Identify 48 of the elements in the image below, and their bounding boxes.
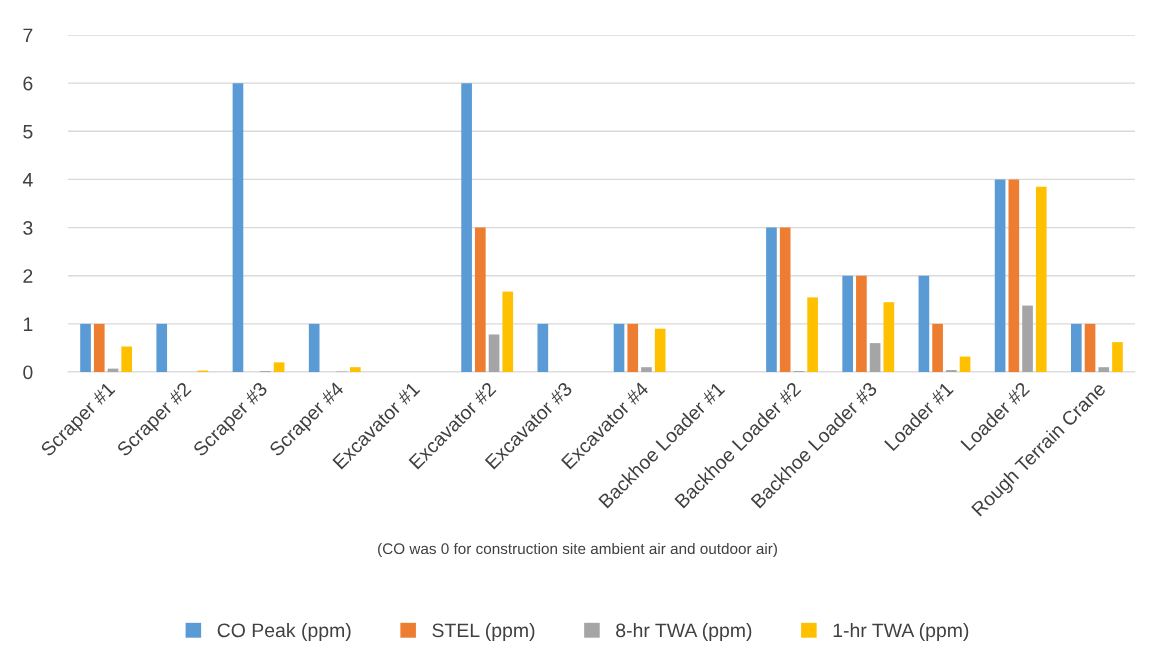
bar — [461, 83, 472, 372]
bar — [1070, 323, 1082, 372]
bar — [869, 343, 881, 372]
bar — [1022, 305, 1033, 372]
bar — [80, 323, 91, 372]
bar — [932, 323, 943, 372]
bar — [842, 275, 854, 372]
bar — [994, 179, 1006, 372]
text: (CO was 0 for construction site ambient air and outdoor air) — [378, 542, 777, 558]
bar — [488, 334, 500, 372]
y-tick-label: 5 — [23, 124, 33, 139]
bar — [613, 323, 625, 372]
bar — [93, 323, 105, 372]
bar — [232, 83, 244, 372]
bar — [273, 362, 285, 372]
bar — [537, 323, 549, 372]
bar — [766, 227, 777, 372]
y-tick-label: 6 — [23, 76, 33, 91]
bar — [856, 275, 867, 372]
y-tick-label: 7 — [23, 28, 33, 43]
bar — [1112, 342, 1123, 372]
legend-label: STEL (ppm) — [432, 622, 535, 642]
y-tick-label: 2 — [23, 269, 33, 283]
bar — [349, 367, 361, 372]
bar — [883, 302, 895, 372]
bar — [156, 323, 168, 372]
bar — [1035, 186, 1047, 372]
bar — [308, 323, 320, 372]
bar — [959, 356, 971, 372]
legend-label: 1-hr TWA (ppm) — [833, 622, 969, 642]
legend-label: CO Peak (ppm) — [217, 622, 351, 642]
bar — [1084, 323, 1096, 372]
bar — [641, 367, 652, 372]
bar — [918, 275, 930, 372]
bar — [474, 227, 486, 372]
legend-label: 8-hr TWA (ppm) — [616, 622, 752, 642]
bar — [779, 227, 791, 372]
bar — [1008, 179, 1020, 372]
bar — [502, 291, 514, 372]
y-tick-label: 3 — [23, 221, 33, 235]
y-tick-label: 4 — [22, 173, 33, 187]
bar — [1098, 367, 1110, 372]
bar — [807, 297, 818, 372]
bar — [654, 328, 666, 372]
bar — [121, 346, 133, 372]
y-tick-label: 1 — [23, 317, 33, 331]
bar — [627, 323, 639, 372]
y-tick-label: 0 — [23, 365, 33, 380]
